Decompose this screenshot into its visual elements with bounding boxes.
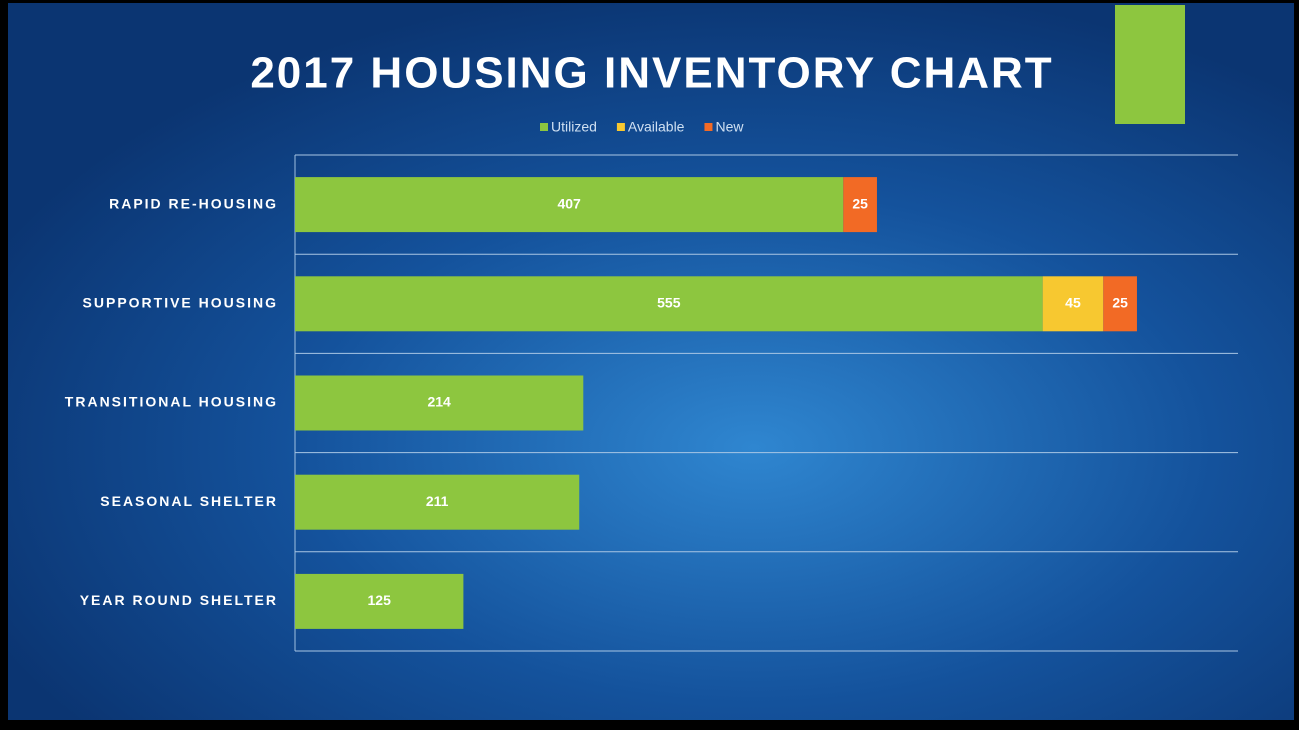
y-tick-label: TRANSITIONAL HOUSING xyxy=(65,394,278,410)
bar xyxy=(295,375,584,431)
y-tick-label: RAPID RE-HOUSING xyxy=(109,195,278,211)
data-label: 25 xyxy=(1112,295,1128,311)
chart-title: 2017 HOUSING INVENTORY CHART xyxy=(250,49,1053,98)
y-tick-label: SEASONAL SHELTER xyxy=(100,493,278,509)
bar xyxy=(295,573,464,629)
bar xyxy=(843,177,877,233)
bar xyxy=(295,177,844,233)
legend-swatch xyxy=(616,123,625,131)
data-label: 211 xyxy=(426,493,449,509)
data-label: 555 xyxy=(657,295,681,311)
bar xyxy=(295,474,580,530)
legend-swatch xyxy=(704,123,713,131)
y-tick-label: YEAR ROUND SHELTER xyxy=(80,592,278,608)
bar xyxy=(1103,276,1137,332)
legend-label: Available xyxy=(628,119,685,135)
bar xyxy=(295,276,1043,332)
background xyxy=(8,3,1294,720)
data-label: 407 xyxy=(557,195,581,211)
data-label: 214 xyxy=(427,394,451,410)
data-label: 45 xyxy=(1065,295,1081,311)
legend-label: Utilized xyxy=(551,119,597,135)
bar xyxy=(1042,276,1104,332)
legend-label: New xyxy=(715,119,744,135)
y-tick-label: SUPPORTIVE HOUSING xyxy=(83,295,278,311)
decoration xyxy=(1115,5,1185,124)
data-label: 125 xyxy=(368,592,392,608)
legend-swatch xyxy=(540,123,548,131)
data-label: 25 xyxy=(852,195,868,211)
